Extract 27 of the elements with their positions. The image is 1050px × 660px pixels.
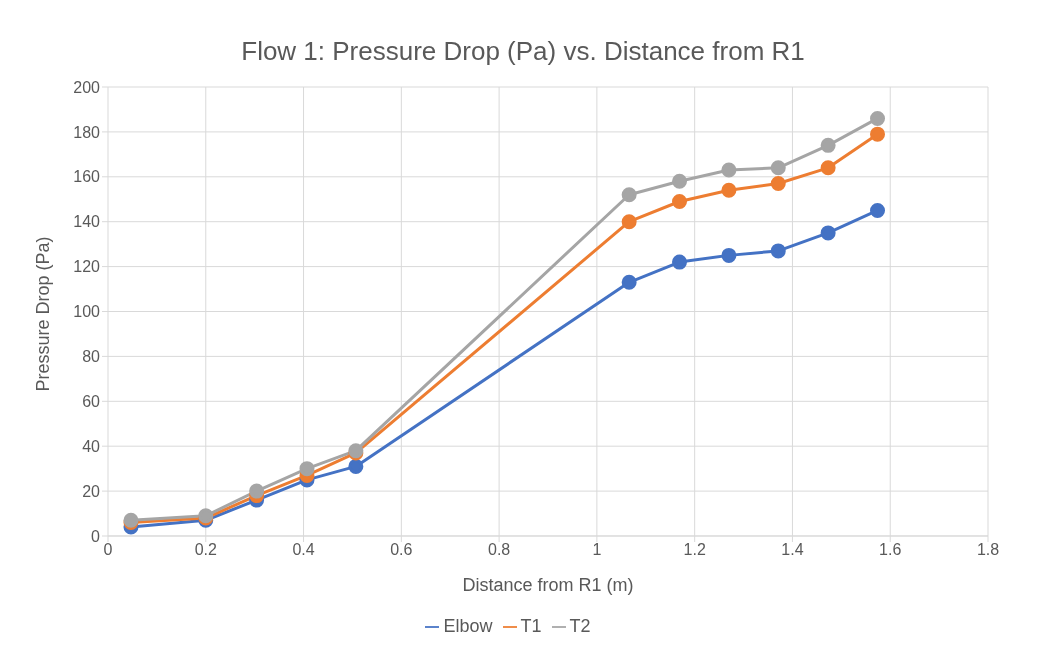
x-tick-label: 1.4	[781, 541, 804, 559]
x-tick-label: 0.8	[487, 541, 511, 559]
legend-label: Elbow	[443, 616, 493, 636]
x-tick-label: 0.2	[194, 541, 217, 559]
y-tick-label: 200	[73, 78, 101, 96]
y-tick-label: 180	[73, 123, 101, 141]
y-tick-label: 0	[91, 527, 101, 545]
x-tick-label: 0	[103, 541, 113, 559]
legend-label: T1	[520, 616, 542, 636]
x-tick-label: 1	[592, 541, 602, 559]
y-tick-label: 20	[82, 482, 101, 500]
y-tick-label: 120	[73, 258, 101, 276]
x-tick-label: 1.8	[976, 541, 1000, 559]
x-tick-label: 0.4	[292, 541, 315, 559]
y-axis-title: Pressure Drop (Pa)	[33, 236, 54, 392]
x-axis-title: Distance from R1 (m)	[462, 575, 634, 595]
y-tick-label: 100	[73, 303, 101, 321]
y-tick-label: 140	[73, 213, 101, 231]
chart-title: Flow 1: Pressure Drop (Pa) vs. Distance from R1	[240, 35, 806, 67]
x-tick-label: 1.2	[683, 541, 706, 559]
y-tick-label: 60	[82, 392, 101, 410]
x-tick-label: 0.6	[390, 541, 413, 559]
y-tick-label: 80	[82, 348, 101, 366]
y-tick-label: 40	[82, 437, 101, 455]
legend-label: T2	[569, 616, 591, 636]
x-tick-label: 1.6	[879, 541, 902, 559]
y-tick-label: 160	[73, 168, 101, 186]
